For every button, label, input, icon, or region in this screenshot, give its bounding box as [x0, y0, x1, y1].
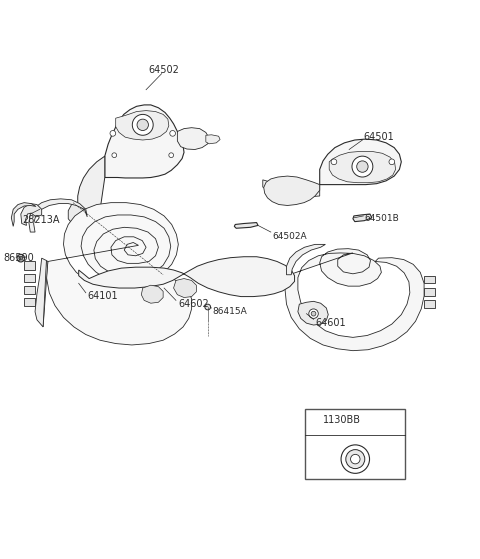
Text: 64501: 64501 — [363, 132, 394, 142]
Polygon shape — [24, 274, 35, 282]
Polygon shape — [42, 260, 48, 327]
Polygon shape — [24, 286, 35, 293]
Polygon shape — [21, 203, 42, 225]
Polygon shape — [116, 111, 169, 140]
Circle shape — [27, 276, 32, 281]
Polygon shape — [79, 257, 295, 297]
Polygon shape — [29, 199, 87, 232]
Text: 64101: 64101 — [87, 291, 118, 301]
Text: 1130BB: 1130BB — [324, 415, 361, 425]
Circle shape — [19, 256, 23, 260]
Polygon shape — [320, 139, 401, 184]
Polygon shape — [47, 203, 192, 345]
Circle shape — [357, 161, 368, 172]
Circle shape — [170, 130, 176, 136]
Circle shape — [137, 119, 148, 130]
Text: 64602: 64602 — [179, 299, 209, 309]
Text: 86590: 86590 — [4, 253, 35, 263]
Polygon shape — [174, 278, 196, 297]
Polygon shape — [24, 299, 35, 306]
Circle shape — [169, 153, 174, 158]
Polygon shape — [105, 105, 184, 178]
Polygon shape — [329, 151, 396, 183]
Circle shape — [27, 300, 32, 305]
Circle shape — [309, 309, 318, 319]
Circle shape — [17, 254, 24, 262]
Polygon shape — [234, 222, 258, 228]
Bar — [305, 409, 405, 479]
Circle shape — [341, 445, 370, 473]
Circle shape — [346, 449, 365, 468]
Circle shape — [110, 130, 116, 136]
Polygon shape — [424, 276, 435, 283]
Polygon shape — [24, 262, 35, 270]
Circle shape — [112, 153, 117, 158]
Text: 64601: 64601 — [315, 318, 346, 328]
Polygon shape — [285, 249, 424, 350]
Circle shape — [132, 115, 153, 135]
Circle shape — [427, 290, 432, 294]
Polygon shape — [35, 258, 47, 327]
Circle shape — [331, 159, 337, 165]
Polygon shape — [141, 285, 163, 303]
Polygon shape — [298, 301, 328, 325]
Circle shape — [311, 311, 316, 316]
Circle shape — [350, 454, 360, 464]
Polygon shape — [78, 156, 105, 233]
Text: 64502: 64502 — [149, 65, 180, 75]
Polygon shape — [178, 127, 209, 149]
Text: 64501B: 64501B — [364, 214, 399, 223]
Text: 64502A: 64502A — [272, 233, 307, 241]
Text: 28213A: 28213A — [23, 215, 60, 225]
Circle shape — [205, 304, 211, 310]
Circle shape — [427, 277, 432, 282]
Polygon shape — [424, 288, 435, 296]
Polygon shape — [264, 176, 320, 206]
Circle shape — [27, 287, 32, 292]
Polygon shape — [12, 203, 36, 226]
Polygon shape — [263, 180, 320, 197]
Polygon shape — [424, 300, 435, 308]
Circle shape — [427, 302, 432, 306]
Polygon shape — [287, 244, 325, 275]
Circle shape — [27, 263, 32, 268]
Text: 86415A: 86415A — [213, 307, 247, 316]
Polygon shape — [206, 135, 220, 144]
Circle shape — [352, 156, 373, 177]
Polygon shape — [353, 214, 372, 221]
Polygon shape — [68, 205, 89, 228]
Circle shape — [389, 159, 395, 165]
